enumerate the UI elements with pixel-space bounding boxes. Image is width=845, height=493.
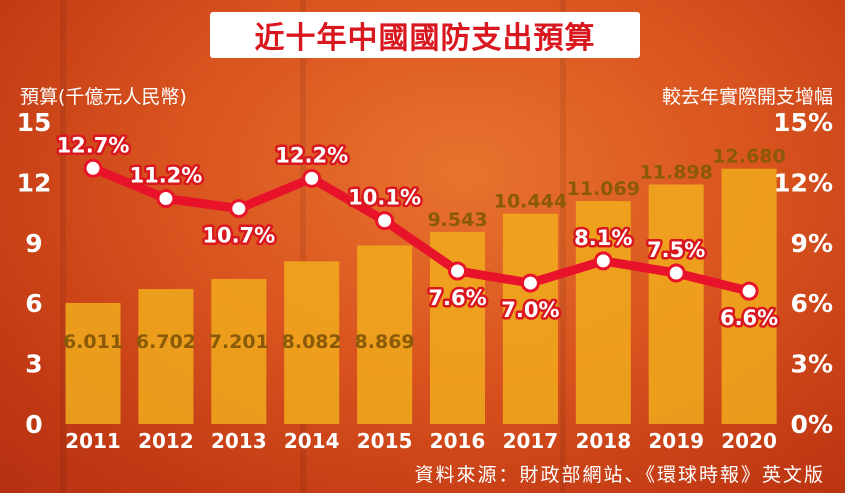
title-box: 近十年中國國防支出預算 [210, 12, 640, 58]
y2-tick-label: 12% [773, 168, 833, 197]
growth-point [156, 189, 176, 209]
growth-label: 11.2% [129, 164, 202, 188]
y-tick-label: 0 [25, 410, 42, 439]
bar [284, 261, 340, 424]
growth-point [739, 281, 759, 301]
y2-tick-label: 9% [791, 229, 833, 258]
growth-label: 12.2% [275, 143, 348, 167]
x-tick-label: 2019 [648, 429, 704, 453]
bar-value-label: 11.069 [567, 178, 640, 200]
x-tick-label: 2020 [721, 429, 777, 453]
bar [211, 279, 267, 424]
growth-label: 7.6% [428, 286, 486, 310]
growth-point [375, 211, 395, 231]
bar-value-label: 8.082 [282, 331, 342, 353]
bar-value-label: 10.444 [494, 191, 567, 213]
background-fold [560, 0, 566, 493]
background-fold [60, 0, 66, 493]
chart-title: 近十年中國國防支出預算 [254, 21, 596, 56]
y2-tick-label: 3% [791, 350, 833, 379]
x-tick-label: 2012 [138, 429, 194, 453]
growth-label: 12.7% [57, 133, 130, 157]
x-tick-label: 2011 [65, 429, 121, 453]
y-tick-label: 6 [25, 289, 42, 318]
x-tick-label: 2016 [430, 429, 486, 453]
bar [502, 213, 558, 424]
y2-tick-label: 6% [791, 289, 833, 318]
growth-label: 10.7% [202, 224, 275, 248]
bar-value-label: 6.702 [136, 331, 196, 353]
growth-label: 7.0% [501, 298, 559, 322]
bar [138, 289, 194, 424]
bar-value-label: 11.898 [640, 161, 713, 183]
growth-line [88, 163, 754, 296]
bar-value-label: 9.543 [427, 209, 487, 231]
x-tick-label: 2013 [211, 429, 267, 453]
growth-point [666, 263, 686, 283]
bar-value-label: 6.011 [63, 331, 123, 353]
y2-tick-label: 15% [773, 108, 833, 137]
x-tick-label: 2015 [357, 429, 413, 453]
source-note: 資料來源：財政部網站、《環球時報》英文版 [414, 464, 825, 486]
y-tick-label: 12 [17, 168, 52, 197]
growth-label: 6.6% [720, 306, 778, 330]
growth-label: 10.1% [348, 186, 421, 210]
background-fold [300, 0, 306, 493]
growth-point [593, 251, 613, 271]
bar-value-label: 12.680 [712, 146, 785, 168]
y-axis-label-left: 預算(千億元人民幣) [20, 86, 187, 108]
y-tick-label: 15 [17, 108, 52, 137]
bar [575, 201, 631, 424]
bar [648, 184, 704, 424]
x-tick-label: 2017 [503, 429, 559, 453]
bar-value-label: 8.869 [355, 331, 415, 353]
x-tick-label: 2014 [284, 429, 340, 453]
x-tick-label: 2018 [575, 429, 631, 453]
growth-point [448, 261, 467, 281]
bar [65, 302, 121, 424]
growth-label: 7.5% [647, 238, 705, 262]
growth-point [302, 168, 322, 188]
y-tick-label: 3 [25, 350, 42, 379]
y-tick-label: 9 [25, 229, 42, 258]
growth-label: 8.1% [574, 226, 632, 250]
growth-point [520, 273, 540, 293]
bar-value-label: 7.201 [209, 331, 269, 353]
growth-point [83, 158, 103, 178]
y2-tick-label: 0% [791, 410, 833, 439]
y-axis-label-right: 較去年實際開支增幅 [661, 86, 833, 108]
bar [357, 245, 413, 424]
growth-point [229, 199, 249, 219]
